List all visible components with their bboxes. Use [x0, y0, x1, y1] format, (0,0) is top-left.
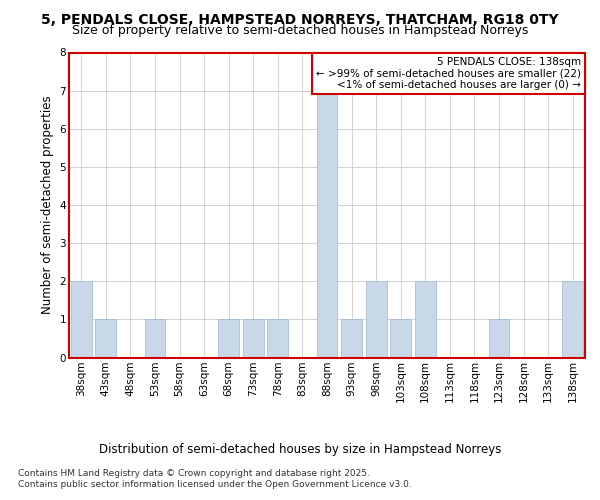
Text: Contains HM Land Registry data © Crown copyright and database right 2025.: Contains HM Land Registry data © Crown c…	[18, 468, 370, 477]
Bar	[71, 281, 92, 357]
Bar	[145, 320, 166, 358]
Bar	[488, 320, 509, 358]
Bar	[243, 320, 264, 358]
Text: 5 PENDALS CLOSE: 138sqm
← >99% of semi-detached houses are smaller (22)
<1% of s: 5 PENDALS CLOSE: 138sqm ← >99% of semi-d…	[316, 56, 581, 90]
Bar	[218, 320, 239, 358]
Bar	[341, 320, 362, 358]
Bar	[415, 281, 436, 357]
Bar	[69, 52, 585, 358]
Text: 5, PENDALS CLOSE, HAMPSTEAD NORREYS, THATCHAM, RG18 0TY: 5, PENDALS CLOSE, HAMPSTEAD NORREYS, THA…	[41, 12, 559, 26]
Text: Size of property relative to semi-detached houses in Hampstead Norreys: Size of property relative to semi-detach…	[72, 24, 528, 37]
Bar	[390, 320, 411, 358]
Bar	[95, 320, 116, 358]
Bar	[317, 90, 337, 358]
Text: Contains public sector information licensed under the Open Government Licence v3: Contains public sector information licen…	[18, 480, 412, 489]
Bar	[365, 281, 386, 357]
Text: Distribution of semi-detached houses by size in Hampstead Norreys: Distribution of semi-detached houses by …	[99, 442, 501, 456]
Y-axis label: Number of semi-detached properties: Number of semi-detached properties	[41, 96, 54, 314]
Bar	[268, 320, 289, 358]
Bar	[562, 281, 583, 357]
